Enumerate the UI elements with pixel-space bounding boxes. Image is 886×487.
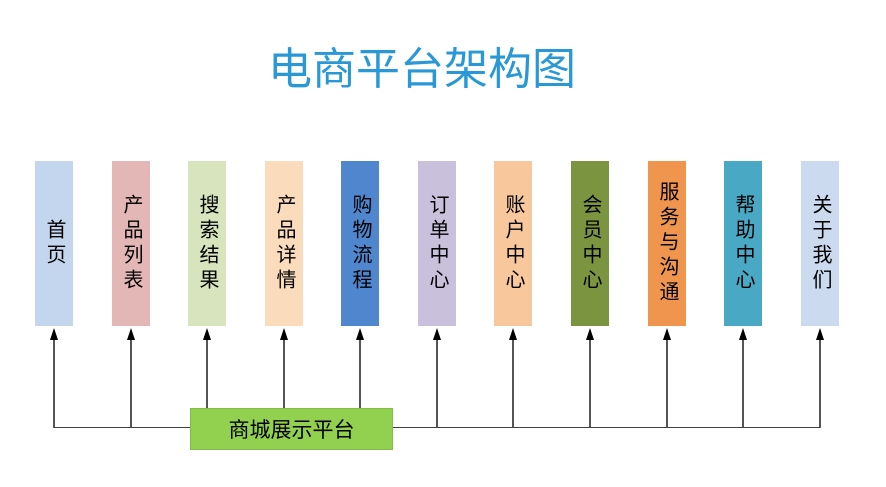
node-product-detail-label: 产品详情	[273, 193, 295, 294]
arrow-up-icon	[586, 328, 594, 340]
arrow-stem	[283, 340, 285, 408]
arrow-stem	[589, 340, 591, 428]
arrow-stem	[742, 340, 744, 428]
node-help-center-label: 帮助中心	[732, 193, 754, 294]
node-member-center: 会员中心	[571, 161, 609, 326]
node-about-us-label: 关于我们	[809, 193, 831, 294]
node-product-list-label: 产品列表	[120, 193, 142, 294]
platform-box-label: 商城展示平台	[228, 419, 355, 442]
arrow-stem	[819, 340, 821, 428]
node-account-center: 账户中心	[494, 161, 532, 326]
arrow-up-icon	[663, 328, 671, 340]
arrow-up-icon	[739, 328, 747, 340]
arrow-up-icon	[356, 328, 364, 340]
arrow-stem	[206, 340, 208, 408]
node-account-center-label: 账户中心	[502, 193, 524, 294]
arrow-stem	[512, 340, 514, 428]
node-member-center-label: 会员中心	[579, 193, 601, 294]
connector-line	[54, 427, 820, 429]
platform-box: 商城展示平台	[190, 408, 393, 450]
node-home: 首页	[35, 161, 73, 326]
node-service-communication-label: 服务与沟通	[656, 181, 678, 306]
node-home-label: 首页	[43, 218, 65, 269]
arrow-stem	[666, 340, 668, 428]
node-help-center: 帮助中心	[724, 161, 762, 326]
node-search-results: 搜索结果	[188, 161, 226, 326]
node-shopping-flow: 购物流程	[341, 161, 379, 326]
arrow-stem	[436, 340, 438, 428]
node-product-list: 产品列表	[112, 161, 150, 326]
arrow-stem	[53, 340, 55, 428]
node-service-communication: 服务与沟通	[648, 161, 686, 326]
node-search-results-label: 搜索结果	[196, 193, 218, 294]
arrow-up-icon	[127, 328, 135, 340]
arrow-stem	[359, 340, 361, 408]
arrow-up-icon	[203, 328, 211, 340]
arrow-up-icon	[280, 328, 288, 340]
node-product-detail: 产品详情	[265, 161, 303, 326]
node-about-us: 关于我们	[801, 161, 839, 326]
arrow-up-icon	[50, 328, 58, 340]
arrow-up-icon	[509, 328, 517, 340]
diagram-title: 电商平台架构图	[268, 45, 576, 94]
arrow-stem	[130, 340, 132, 428]
arrow-up-icon	[816, 328, 824, 340]
arrow-up-icon	[433, 328, 441, 340]
node-order-center-label: 订单中心	[426, 193, 448, 294]
node-order-center: 订单中心	[418, 161, 456, 326]
node-shopping-flow-label: 购物流程	[349, 193, 371, 294]
